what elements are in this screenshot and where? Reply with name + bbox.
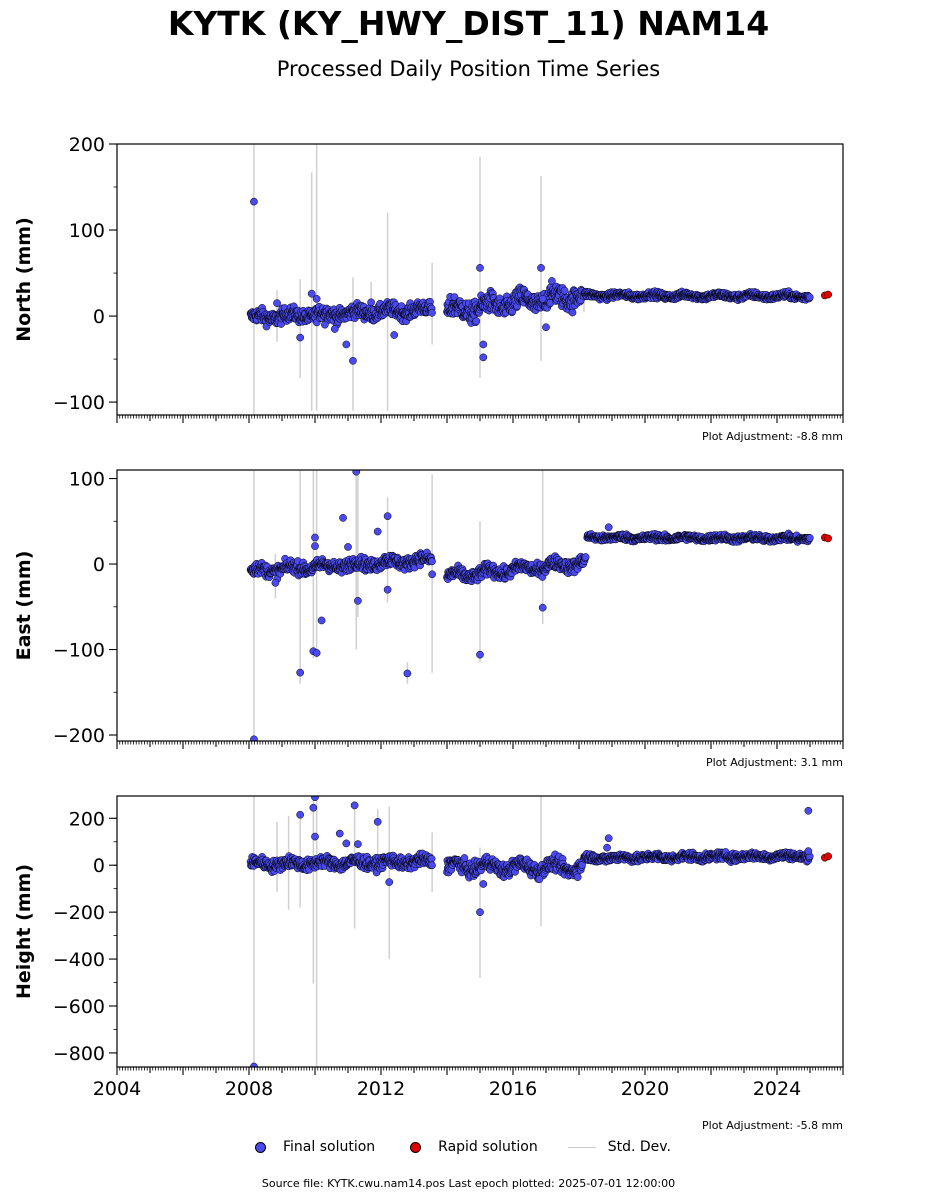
final-point bbox=[476, 908, 484, 916]
final-point bbox=[344, 543, 352, 551]
final-point bbox=[538, 603, 547, 612]
final-point bbox=[383, 585, 392, 594]
final-point bbox=[271, 578, 280, 587]
final-point bbox=[296, 668, 304, 677]
final-point bbox=[428, 861, 436, 870]
final-point bbox=[479, 340, 488, 349]
final-point bbox=[548, 277, 556, 285]
final-point bbox=[321, 320, 329, 329]
final-point bbox=[804, 847, 813, 855]
final-point bbox=[385, 878, 394, 886]
final-point bbox=[342, 340, 351, 349]
chart-title: KYTK (KY_HWY_DIST_11) NAM14 bbox=[167, 4, 770, 43]
y-tick-label: −100 bbox=[53, 640, 105, 662]
panel-2: −200 −100 0 100 East (mm) Plot Adjustment: 3.… bbox=[13, 469, 844, 769]
final-point bbox=[312, 295, 321, 303]
final-point bbox=[479, 880, 488, 888]
final-point bbox=[296, 333, 304, 342]
final-point bbox=[335, 829, 344, 838]
final-point bbox=[250, 197, 258, 206]
final-point bbox=[427, 854, 436, 863]
final-solution-series bbox=[246, 470, 814, 741]
final-point bbox=[349, 356, 357, 365]
rapid-point bbox=[824, 534, 833, 543]
final-point bbox=[573, 873, 582, 882]
y-axis-label: East (mm) bbox=[13, 551, 35, 661]
final-point bbox=[317, 616, 326, 625]
final-point bbox=[367, 298, 375, 307]
plot-adjustment-label: Plot Adjustment: -8.8 mm bbox=[702, 430, 843, 443]
final-point bbox=[250, 735, 258, 741]
final-point bbox=[428, 557, 436, 566]
final-point bbox=[330, 325, 339, 333]
plot-area bbox=[246, 796, 833, 1067]
final-point bbox=[472, 317, 481, 326]
final-point bbox=[479, 353, 488, 362]
final-point bbox=[476, 264, 484, 272]
final-point bbox=[296, 810, 304, 819]
final-point bbox=[311, 542, 319, 550]
y-tick-label: 100 bbox=[69, 469, 105, 491]
chart-subtitle: Processed Daily Position Time Series bbox=[276, 57, 661, 81]
y-tick-label: −100 bbox=[53, 392, 105, 414]
final-solution-series bbox=[246, 796, 814, 1067]
plot-adjustment-label: Plot Adjustment: 3.1 mm bbox=[706, 756, 843, 769]
final-point bbox=[311, 796, 319, 802]
final-point bbox=[804, 806, 813, 815]
final-point bbox=[354, 596, 362, 605]
final-point bbox=[350, 801, 359, 810]
final-point bbox=[373, 817, 382, 826]
y-tick-label: 100 bbox=[69, 220, 105, 242]
y-tick-label: −200 bbox=[53, 725, 105, 747]
panel-3: 2004 2008 2012 2016 2020 2024−800−600−400−200… bbox=[13, 795, 844, 1132]
final-point bbox=[390, 331, 399, 339]
final-point bbox=[311, 832, 319, 841]
final-point bbox=[428, 570, 436, 579]
rapid-point bbox=[824, 852, 833, 861]
y-tick-label: 0 bbox=[93, 306, 105, 328]
final-point bbox=[383, 512, 392, 521]
final-point bbox=[604, 834, 613, 843]
final-point bbox=[339, 514, 347, 522]
final-point bbox=[805, 534, 814, 542]
final-point bbox=[273, 299, 281, 308]
final-point bbox=[805, 293, 814, 302]
final-point bbox=[307, 289, 316, 298]
plot-area bbox=[246, 144, 833, 415]
final-point bbox=[403, 669, 412, 678]
final-point bbox=[312, 649, 321, 657]
final-point bbox=[354, 840, 362, 848]
rapid-point bbox=[824, 290, 833, 299]
final-point bbox=[604, 523, 613, 532]
final-point bbox=[542, 323, 550, 332]
final-point bbox=[603, 843, 611, 852]
final-point bbox=[311, 533, 319, 542]
final-point bbox=[538, 295, 547, 303]
panel-1: −100 0 100 200 North (mm) Plot Adjustment: -8… bbox=[13, 134, 844, 443]
plot-area bbox=[246, 470, 833, 741]
final-point bbox=[352, 470, 361, 476]
final-point bbox=[342, 839, 351, 848]
y-axis-label: North (mm) bbox=[13, 217, 35, 342]
y-tick-label: 0 bbox=[93, 554, 105, 576]
y-tick-label: 200 bbox=[69, 134, 105, 156]
final-point bbox=[535, 875, 544, 884]
final-point bbox=[476, 650, 484, 659]
final-solution-series bbox=[246, 197, 814, 365]
final-point bbox=[560, 286, 569, 295]
final-point bbox=[373, 527, 382, 536]
final-point bbox=[537, 264, 545, 272]
final-point bbox=[428, 308, 436, 317]
final-point bbox=[460, 854, 469, 862]
final-point bbox=[581, 553, 590, 561]
final-point bbox=[309, 803, 318, 812]
